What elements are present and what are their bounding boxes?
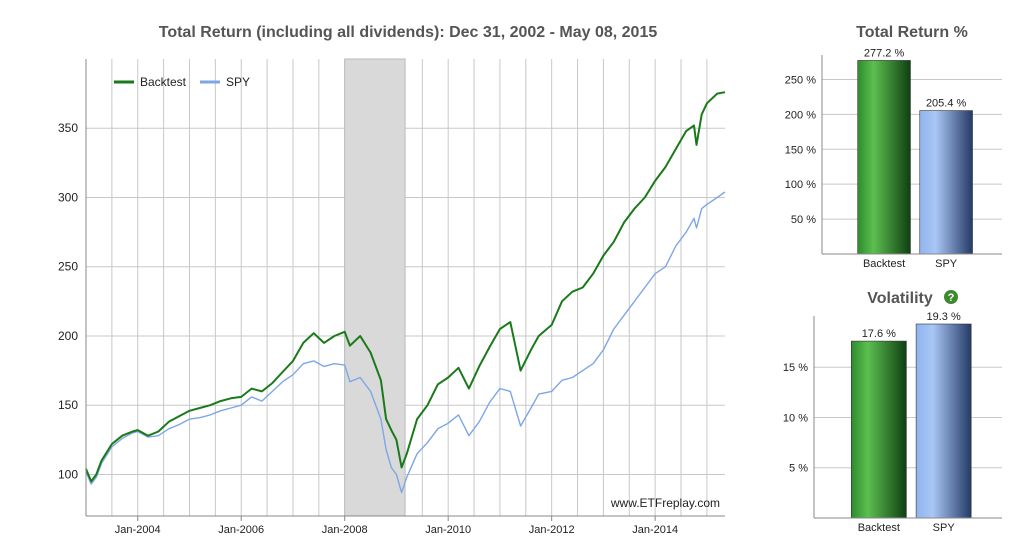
series-line-backtest[interactable] xyxy=(85,91,726,483)
total-return-bar-backtest[interactable] xyxy=(857,60,911,255)
main-y-tick-label: 100 xyxy=(58,467,78,481)
total-return-title: Total Return % xyxy=(856,24,968,41)
total-return-x-tick-label: SPY xyxy=(935,258,958,270)
main-x-tick-label: Jan-2012 xyxy=(529,524,575,536)
total-return-bars: 277.2 % Backtest 205.4 % SPY xyxy=(857,47,973,270)
volatility-x-tick-label: SPY xyxy=(933,522,956,534)
main-chart-series xyxy=(85,91,726,494)
total-return-bar-value-label: 277.2 % xyxy=(864,47,905,59)
volatility-y-tick-label: 15 % xyxy=(783,362,808,374)
legend-item-backtest[interactable]: Backtest xyxy=(114,75,187,89)
volatility-bar-spy[interactable] xyxy=(915,323,972,519)
main-y-tick-label: 300 xyxy=(58,190,78,204)
volatility-bars: 17.6 % Backtest 19.3 % SPY xyxy=(850,311,972,534)
main-y-tick-label: 250 xyxy=(58,260,78,274)
total-return-y-tick-label: 250 % xyxy=(785,74,816,86)
recession-band xyxy=(344,58,406,517)
total-return-y-tick-label: 100 % xyxy=(785,179,816,191)
help-icon-circle xyxy=(944,290,958,304)
total-return-x-tick-label: Backtest xyxy=(863,258,905,270)
legend-label-spy: SPY xyxy=(226,75,250,89)
main-x-tick-label: Jan-2008 xyxy=(322,524,368,536)
main-y-ticks: 100 150 200 250 300 350 xyxy=(58,121,78,481)
legend-item-spy[interactable]: SPY xyxy=(200,75,250,89)
main-x-tick-label: Jan-2010 xyxy=(425,524,471,536)
main-chart-title: Total Return (including all dividends): … xyxy=(159,24,658,41)
main-y-tick-label: 350 xyxy=(58,121,78,135)
total-return-bar-value-label: 205.4 % xyxy=(926,98,967,110)
legend-label-backtest: Backtest xyxy=(140,75,187,89)
main-line-chart: Total Return (including all dividends): … xyxy=(58,24,726,536)
main-x-ticks: Jan-2004 Jan-2006 Jan-2008 Jan-2010 Jan-2012… xyxy=(115,516,678,536)
main-x-tick-label: Jan-2006 xyxy=(218,524,264,536)
total-return-y-tick-label: 50 % xyxy=(791,214,816,226)
volatility-title: Volatility xyxy=(867,290,933,307)
watermark-text: www.ETFreplay.com xyxy=(610,496,720,510)
total-return-chart: Total Return % 50 %100 %150 %200 %250 % … xyxy=(785,24,1002,270)
volatility-bar-value-label: 19.3 % xyxy=(927,311,961,323)
main-y-tick-label: 150 xyxy=(58,398,78,412)
help-icon-glyph: ? xyxy=(948,292,955,304)
main-y-tick-label: 200 xyxy=(58,329,78,343)
volatility-y-tick-label: 10 % xyxy=(783,412,808,424)
main-x-tick-label: Jan-2014 xyxy=(632,524,678,536)
help-icon[interactable]: ? xyxy=(944,290,958,304)
total-return-grid: 50 % 100 % 150 % 200 % 250 % xyxy=(785,74,1002,226)
main-chart-legend: Backtest SPY xyxy=(114,75,250,89)
volatility-bar-backtest[interactable] xyxy=(850,340,907,519)
total-return-y-tick-label: 200 % xyxy=(785,109,816,121)
volatility-x-tick-label: Backtest xyxy=(858,522,900,534)
main-x-tick-label: Jan-2004 xyxy=(115,524,161,536)
volatility-chart: Volatility ? 5 %10 %15 % 17.6 %Backtest1… xyxy=(783,290,1002,534)
series-line-spy[interactable] xyxy=(85,191,726,494)
volatility-y-tick-label: 5 % xyxy=(789,463,808,475)
total-return-y-tick-label: 150 % xyxy=(785,144,816,156)
volatility-bar-value-label: 17.6 % xyxy=(862,328,896,340)
total-return-bar-spy[interactable] xyxy=(919,110,973,255)
